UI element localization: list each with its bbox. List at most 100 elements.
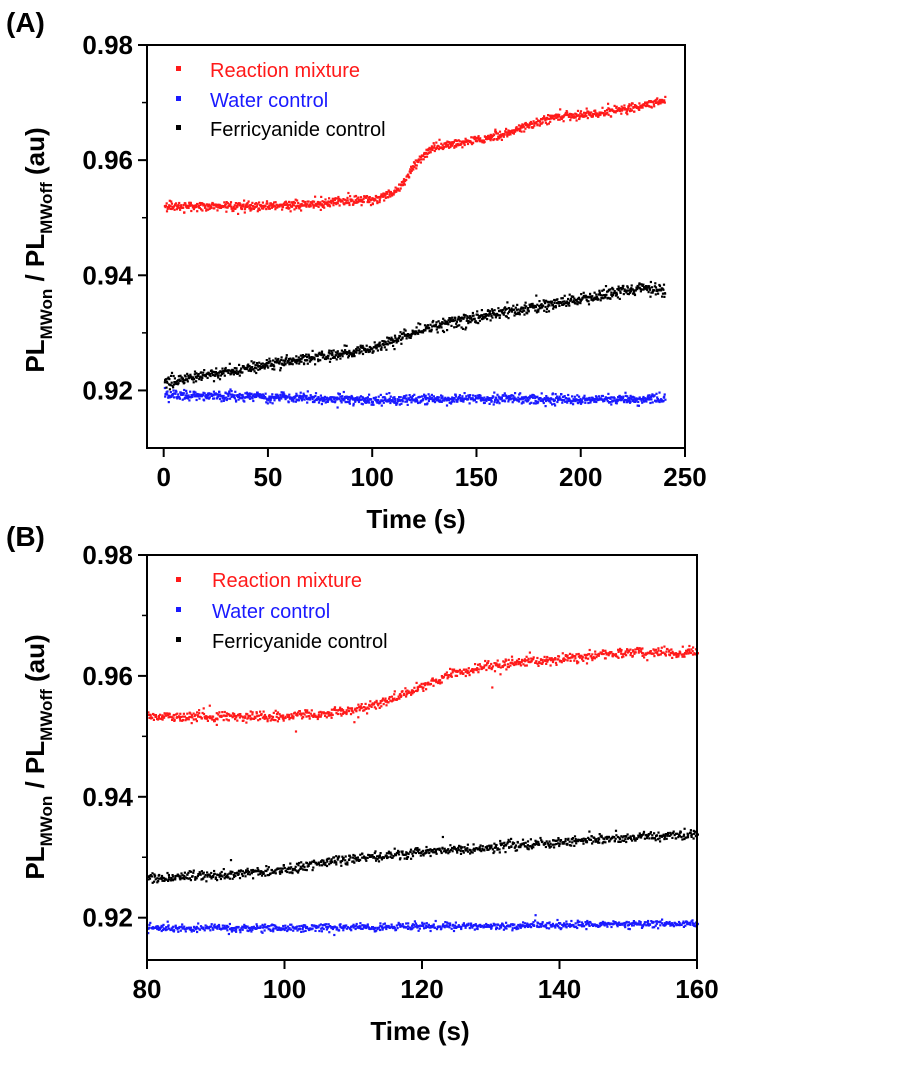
data-point [364, 702, 367, 705]
data-point [483, 924, 486, 927]
data-point [346, 199, 349, 202]
data-point [331, 713, 334, 716]
data-point [237, 202, 240, 205]
data-point [264, 365, 267, 368]
data-point [476, 136, 480, 139]
data-point [554, 926, 557, 929]
data-point [585, 654, 588, 657]
data-point [437, 145, 440, 148]
data-point [464, 926, 467, 929]
data-point [442, 317, 445, 320]
data-point [348, 349, 351, 352]
data-point [631, 924, 634, 927]
data-point [648, 288, 652, 291]
data-point [557, 118, 560, 121]
data-point [173, 208, 176, 211]
data-point [318, 924, 321, 927]
data-point [276, 926, 279, 929]
data-point [414, 164, 417, 167]
data-point [565, 304, 568, 307]
data-point [407, 173, 410, 176]
data-point [390, 336, 393, 339]
data-point [193, 377, 196, 381]
data-point [224, 392, 227, 395]
data-point [465, 668, 468, 671]
data-point [477, 316, 480, 319]
data-point [383, 396, 386, 399]
data-point [511, 658, 514, 661]
data-point [586, 919, 589, 923]
data-point [476, 140, 479, 143]
data-point [599, 113, 602, 116]
data-point [570, 656, 573, 659]
data-point [619, 397, 622, 400]
data-point [424, 403, 427, 406]
data-point [468, 320, 471, 323]
data-point [345, 709, 348, 712]
data-point [393, 339, 396, 342]
data-point [357, 349, 360, 352]
data-point [206, 392, 209, 395]
data-point [544, 405, 547, 408]
data-point [621, 922, 624, 925]
data-point [218, 397, 221, 401]
data-point [202, 203, 206, 206]
data-point [496, 659, 499, 662]
data-point [242, 395, 245, 398]
data-point [622, 655, 625, 658]
data-point [541, 658, 544, 661]
data-point [326, 400, 329, 403]
data-point [456, 925, 459, 928]
data-point [554, 404, 557, 407]
data-point [365, 344, 368, 347]
data-point [499, 924, 503, 927]
data-point [271, 715, 275, 719]
data-point [359, 344, 362, 347]
data-point [588, 648, 591, 652]
data-point [640, 648, 643, 651]
data-point [385, 699, 388, 702]
data-point [512, 304, 515, 307]
data-point [436, 331, 439, 334]
data-point [380, 705, 383, 708]
data-point [627, 921, 630, 924]
data-point [368, 393, 371, 396]
data-point [550, 114, 553, 117]
data-point [599, 651, 602, 654]
data-point [553, 402, 556, 405]
data-point [232, 373, 235, 376]
data-point [504, 663, 507, 666]
data-point [410, 332, 413, 335]
data-point [229, 201, 233, 204]
data-point [266, 362, 269, 365]
data-point [213, 719, 216, 723]
data-point [248, 204, 251, 207]
data-point [463, 392, 466, 395]
data-point [223, 714, 226, 717]
data-point [249, 203, 253, 207]
data-point [426, 925, 429, 928]
data-point [471, 397, 474, 400]
data-point [319, 394, 322, 397]
data-point [544, 299, 548, 302]
data-point [329, 396, 332, 399]
data-point [651, 401, 654, 404]
data-point [293, 204, 296, 207]
data-point [317, 715, 320, 719]
data-point [281, 395, 284, 398]
data-point [601, 289, 604, 292]
data-point [259, 710, 262, 713]
data-point [615, 105, 618, 108]
data-point [577, 661, 580, 664]
data-point [207, 204, 210, 207]
data-point [319, 208, 322, 211]
data-point [439, 682, 442, 685]
data-point [516, 660, 519, 663]
data-point [614, 110, 617, 113]
data-point [190, 375, 193, 378]
data-point [255, 371, 258, 375]
data-point [197, 922, 200, 925]
data-point [188, 926, 191, 929]
data-point [184, 202, 187, 205]
data-point [420, 682, 423, 685]
